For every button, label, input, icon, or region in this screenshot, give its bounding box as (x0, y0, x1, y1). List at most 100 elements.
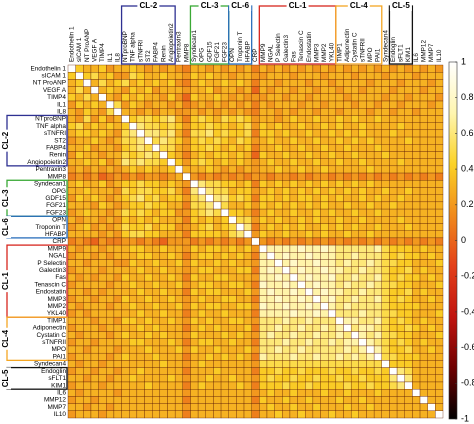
heatmap-cell (90, 360, 99, 368)
heatmap-cell (83, 64, 92, 73)
heatmap-cell (259, 309, 268, 318)
heatmap-cell (205, 266, 214, 275)
heatmap-cell (174, 194, 183, 203)
heatmap-cell (404, 72, 413, 80)
heatmap-cell (251, 72, 260, 80)
heatmap-cell (259, 302, 268, 311)
heatmap-cell (75, 172, 84, 181)
heatmap-cell (274, 93, 283, 102)
heatmap-cell (236, 410, 245, 419)
heatmap-cell (396, 244, 405, 253)
heatmap-cell (159, 100, 168, 109)
heatmap-cell (243, 374, 252, 383)
row-label: PAI1 (53, 353, 67, 360)
heatmap-cell (266, 165, 275, 174)
heatmap-cell (197, 288, 206, 296)
heatmap-cell (243, 345, 252, 354)
heatmap-cell (205, 410, 214, 419)
heatmap-cell (243, 273, 252, 282)
heatmap-cell (373, 158, 382, 167)
heatmap-cell (320, 374, 329, 383)
heatmap-cell (266, 122, 275, 131)
heatmap-cell (190, 115, 199, 123)
group-label: CL-4 (1, 329, 10, 347)
heatmap-cell (205, 316, 214, 325)
heatmap-cell (121, 194, 130, 203)
heatmap-cell (213, 252, 222, 260)
heatmap-cell (213, 381, 222, 390)
heatmap-cell (228, 237, 237, 246)
heatmap-cell (113, 295, 122, 303)
heatmap-cell (152, 230, 161, 239)
heatmap-cell (350, 316, 359, 325)
heatmap-cell (419, 259, 428, 267)
heatmap-cell (396, 396, 405, 404)
heatmap-cell (90, 100, 99, 109)
heatmap-cell (197, 324, 206, 332)
heatmap-cell (396, 144, 405, 152)
heatmap-cell (136, 129, 145, 138)
heatmap-cell (297, 302, 306, 311)
heatmap-cell (305, 316, 314, 325)
heatmap-cell (312, 381, 321, 390)
heatmap-cell (67, 129, 76, 138)
heatmap-cell (197, 410, 206, 419)
heatmap-cell (113, 316, 122, 325)
heatmap-cell (121, 381, 130, 390)
heatmap-cell (205, 280, 214, 289)
heatmap-cell (243, 158, 252, 167)
heatmap-cell (427, 345, 436, 354)
heatmap-cell (136, 266, 145, 275)
heatmap-cell (113, 158, 122, 167)
heatmap-cell (404, 302, 413, 311)
heatmap-cell (159, 295, 168, 303)
heatmap-cell (136, 208, 145, 217)
heatmap-cell (435, 309, 444, 318)
heatmap-cell (343, 352, 352, 361)
heatmap-cell (366, 79, 375, 87)
heatmap-cell (190, 144, 199, 152)
heatmap-cell (197, 367, 206, 375)
heatmap-cell (167, 64, 176, 73)
heatmap-cell (152, 316, 161, 325)
heatmap-cell (83, 410, 92, 419)
heatmap-cell (228, 129, 237, 138)
heatmap-cell (113, 324, 122, 332)
heatmap-cell (144, 93, 153, 102)
heatmap-cell (67, 208, 76, 217)
heatmap-cell (412, 302, 421, 311)
heatmap-cell (113, 302, 122, 311)
heatmap-cell (266, 403, 275, 411)
heatmap-cell (312, 288, 321, 296)
heatmap-cell (190, 237, 199, 246)
heatmap-cell (312, 180, 321, 188)
heatmap-cell (220, 396, 229, 404)
heatmap-cell (90, 151, 99, 159)
heatmap-cell (381, 302, 390, 311)
heatmap-cell (412, 288, 421, 296)
heatmap-cell (190, 316, 199, 325)
heatmap-cell (90, 129, 99, 138)
heatmap-cell (419, 216, 428, 224)
heatmap-cell (90, 302, 99, 311)
heatmap-cell (236, 280, 245, 289)
heatmap-cell (113, 360, 122, 368)
heatmap-cell (113, 108, 122, 116)
heatmap-cell (190, 72, 199, 80)
row-label: Endostatin (36, 289, 67, 296)
heatmap-cell (419, 316, 428, 325)
heatmap-cell (335, 381, 344, 390)
heatmap-cell (419, 295, 428, 303)
heatmap-cell (159, 93, 168, 102)
heatmap-cell (373, 360, 382, 368)
heatmap-cell (243, 208, 252, 217)
heatmap-cell (228, 208, 237, 217)
heatmap-cell (259, 367, 268, 375)
heatmap-cell (412, 244, 421, 253)
heatmap-cell (373, 367, 382, 375)
heatmap-cell (396, 295, 405, 303)
heatmap-cell (305, 360, 314, 368)
heatmap-cell (305, 252, 314, 260)
heatmap-cell (136, 216, 145, 224)
heatmap-cell (228, 64, 237, 73)
